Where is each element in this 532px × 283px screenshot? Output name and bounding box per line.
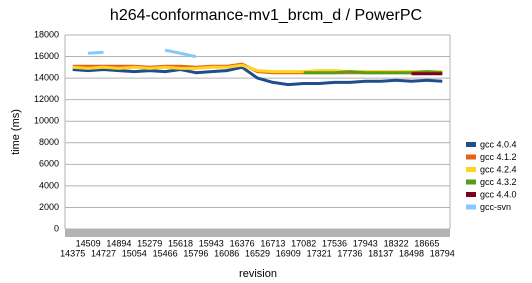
- y-tick-label: 0: [54, 223, 59, 233]
- x-tick-label: 17082: [291, 238, 316, 248]
- legend-label: gcc 4.4.0: [480, 189, 517, 199]
- x-tick-label: 14894: [106, 238, 131, 248]
- legend-swatch: [466, 179, 476, 185]
- y-axis-title: time (ms): [10, 109, 22, 155]
- y-tick-label: 16000: [34, 51, 59, 61]
- series-line: [303, 70, 443, 75]
- legend-label: gcc 4.3.2: [480, 177, 517, 187]
- legend-swatch: [466, 192, 476, 197]
- legend-label: gcc 4.1.2: [480, 152, 517, 162]
- legend-swatch: [466, 167, 476, 172]
- chart-title: h264-conformance-mv1_brcm_d / PowerPC: [110, 7, 422, 24]
- x-tick-label: 15943: [199, 238, 224, 248]
- legend-label: gcc 4.0.4: [480, 139, 517, 149]
- x-tick-label: 17736: [337, 248, 362, 258]
- x-tick-label: 16086: [214, 248, 239, 258]
- x-tick-label: 15054: [122, 248, 147, 258]
- x-tick-label: 16909: [276, 248, 301, 258]
- y-tick-label: 4000: [39, 180, 59, 190]
- y-tick-label: 12000: [34, 94, 59, 104]
- y-tick-label: 6000: [39, 159, 59, 169]
- x-tick-label: 18498: [399, 248, 424, 258]
- legend-label: gcc 4.2.4: [480, 164, 517, 174]
- x-tick-label: 14375: [60, 248, 85, 258]
- x-tick-label: 17536: [322, 238, 347, 248]
- x-tick-label: 14509: [76, 238, 101, 248]
- x-tick-label: 15796: [183, 248, 208, 258]
- x-tick-label: 18137: [368, 248, 393, 258]
- x-tick-label: 15466: [153, 248, 178, 258]
- series-line: [87, 48, 197, 59]
- y-tick-label: 8000: [39, 137, 59, 147]
- y-tick-label: 14000: [34, 72, 59, 82]
- legend-label: gcc-svn: [480, 202, 511, 212]
- x-tick-label: 18794: [430, 248, 455, 258]
- legend-swatch: [466, 204, 476, 210]
- series-line: [72, 65, 443, 87]
- x-tick-label: 16376: [230, 238, 255, 248]
- x-tick-label: 17321: [307, 248, 332, 258]
- x-axis-title: revision: [239, 268, 277, 280]
- x-tick-label: 15279: [137, 238, 162, 248]
- x-tick-label: 16529: [245, 248, 270, 258]
- category-axis-band: [65, 229, 450, 237]
- x-tick-label: 14727: [91, 248, 116, 258]
- x-tick-label: 17943: [353, 238, 378, 248]
- y-tick-label: 2000: [39, 202, 59, 212]
- x-tick-label: 18665: [414, 238, 439, 248]
- legend-swatch: [466, 142, 476, 147]
- x-tick-label: 16713: [260, 238, 285, 248]
- y-tick-label: 18000: [34, 29, 59, 39]
- x-tick-label: 18322: [384, 238, 409, 248]
- x-tick-label: 15618: [168, 238, 193, 248]
- y-tick-label: 10000: [34, 116, 59, 126]
- legend-swatch: [466, 154, 476, 160]
